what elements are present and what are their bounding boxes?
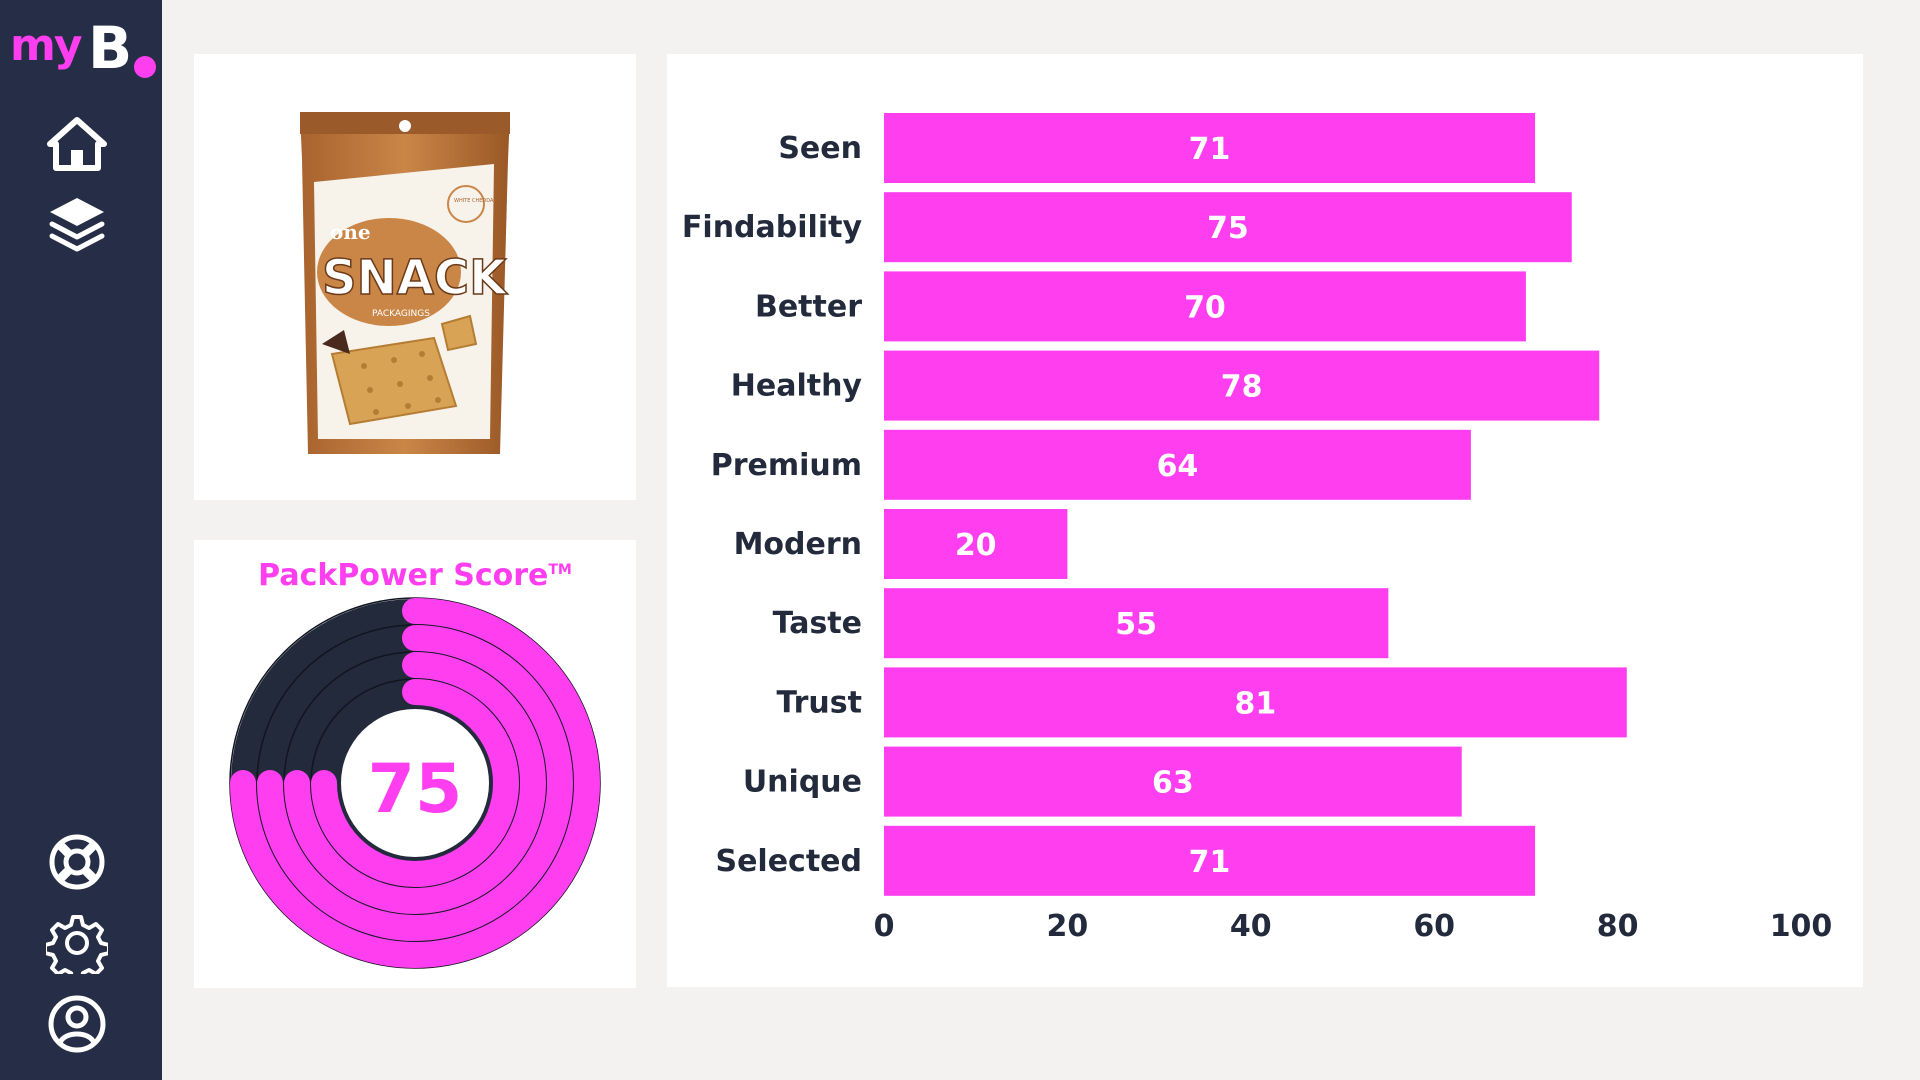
logo-my: my (10, 20, 83, 71)
bar-modern (884, 509, 1068, 579)
brand-big: SNACK (322, 250, 508, 306)
bar-unique (884, 746, 1462, 817)
trademark: TM (548, 562, 572, 578)
brand-sub: PACKAGINGS (372, 309, 430, 319)
score-rings (229, 597, 601, 969)
value-label-premium: 64 (1157, 449, 1199, 484)
layers-icon[interactable] (46, 194, 108, 256)
value-label-selected: 71 (1189, 845, 1231, 880)
ring-arc-3 (284, 652, 546, 914)
logo-dot (134, 56, 156, 78)
category-label-modern: Modern (734, 527, 862, 562)
score-value: 75 (367, 750, 463, 829)
x-tick-60: 60 (1413, 909, 1455, 944)
score-title-text: PackPower Score (258, 558, 549, 593)
bar-findability (884, 192, 1572, 263)
home-icon[interactable] (46, 114, 108, 176)
category-label-premium: Premium (711, 448, 862, 483)
metrics-chart-card: Seen 71 Findability 75 Better 70 Healthy 78 Prem… (667, 54, 1863, 987)
bar-seen (884, 113, 1536, 183)
product-image: one SNACK PACKAGINGS WHITE CHEDDAR (300, 112, 510, 454)
bar-trust (884, 667, 1627, 738)
value-label-trust: 81 (1235, 686, 1277, 721)
rings-center (341, 709, 489, 857)
logo-b: B (88, 14, 133, 82)
metrics-bar-chart: Seen 71 Findability 75 Better 70 Healthy 78 Prem… (682, 113, 1833, 944)
value-label-healthy: 78 (1221, 370, 1263, 405)
category-label-healthy: Healthy (731, 369, 863, 404)
brand-small: one (330, 220, 371, 244)
score-card: PackPower ScoreTM 75 (194, 540, 636, 988)
score-title: PackPower ScoreTM (194, 558, 636, 593)
bar-premium (884, 429, 1471, 500)
x-tick-40: 40 (1230, 909, 1272, 944)
value-label-unique: 63 (1152, 766, 1194, 801)
x-tick-80: 80 (1597, 909, 1639, 944)
lifebuoy-icon[interactable] (46, 831, 108, 893)
value-label-seen: 71 (1189, 132, 1231, 167)
category-label-findability: Findability (682, 210, 863, 245)
value-label-better: 70 (1184, 290, 1226, 325)
x-tick-100: 100 (1770, 909, 1833, 944)
ring-arc-4 (311, 679, 519, 887)
value-label-findability: 75 (1207, 211, 1249, 246)
x-tick-20: 20 (1047, 909, 1089, 944)
category-label-taste: Taste (773, 606, 862, 641)
user-icon[interactable] (46, 993, 108, 1055)
bar-healthy (884, 350, 1600, 421)
category-label-trust: Trust (776, 685, 862, 720)
ring-arc-2 (257, 625, 573, 941)
sidebar: my B (0, 0, 162, 1080)
brand-logo[interactable]: my B (10, 14, 160, 84)
bar-better (884, 271, 1526, 342)
value-label-modern: 20 (955, 528, 997, 563)
category-label-seen: Seen (778, 131, 862, 166)
bar-selected (884, 825, 1536, 896)
category-label-selected: Selected (715, 844, 862, 879)
category-label-unique: Unique (743, 765, 862, 800)
badge-text: WHITE CHEDDAR (454, 198, 497, 204)
gear-icon[interactable] (46, 912, 108, 974)
x-tick-0: 0 (874, 909, 895, 944)
product-card: one SNACK PACKAGINGS WHITE CHEDDAR (194, 54, 636, 500)
category-label-better: Better (755, 289, 862, 324)
ring-arc-1 (230, 598, 600, 968)
bar-taste (884, 588, 1389, 659)
value-label-taste: 55 (1115, 607, 1157, 642)
